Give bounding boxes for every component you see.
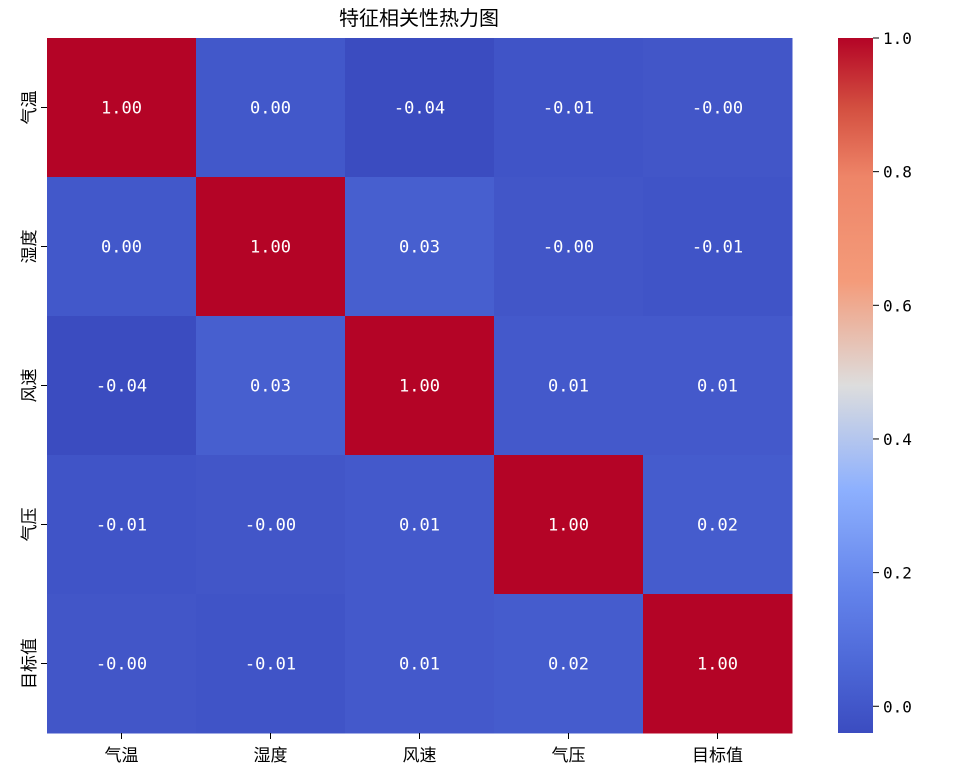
heatmap-cell [196,38,346,178]
x-axis-labels: 气温 湿度 风速 气压 目标值 [105,733,743,766]
heatmap-cell [47,38,197,178]
x-tick-label: 风速 [403,746,437,766]
heatmap-cell [494,594,644,734]
y-tick-label: 风速 [20,369,40,403]
heatmap-cell [47,316,197,456]
heatmap-cell [196,594,346,734]
heatmap-cell [345,38,495,178]
heatmap-cell [196,455,346,595]
cell-value-label: 1.00 [101,99,142,119]
heatmap-cells: 1.00 0.00 -0.04 -0.01 -0.00 0.00 1.00 0.03 -0.00… [47,38,793,734]
cell-value-label: 1.00 [548,516,589,536]
heatmap-cell [47,594,197,734]
heatmap-cell [494,455,644,595]
cell-value-label: 0.01 [548,377,589,397]
y-tick-label: 湿度 [20,230,40,264]
heatmap-cell [196,316,346,456]
x-tick-label: 目标值 [692,746,743,766]
heatmap-cell [47,177,197,317]
cell-value-label: 0.02 [548,655,589,675]
colorbar-tick-label: 0.2 [883,564,912,583]
heatmap-cell [345,594,495,734]
cell-value-label: -0.00 [245,516,296,536]
colorbar-tick-label: 0.6 [883,296,912,315]
chart-title: 特征相关性热力图 [339,6,499,30]
cell-value-label: -0.01 [245,655,296,675]
cell-value-label: 0.03 [399,238,440,258]
heatmap-cell [345,316,495,456]
heatmap-cell [494,316,644,456]
heatmap-cell [196,177,346,317]
cell-value-label: 0.00 [101,238,142,258]
cell-value-label: 1.00 [250,238,291,258]
x-tick-label: 气压 [552,746,586,766]
cell-value-label: 1.00 [697,655,738,675]
heatmap-cell [494,38,644,178]
colorbar-tick-label: 0.0 [883,697,912,716]
heatmap-cell [345,177,495,317]
colorbar-tick-label: 0.8 [883,163,912,182]
x-tick-label: 气温 [105,746,139,766]
cell-value-label: 0.03 [250,377,291,397]
cell-value-label: -0.04 [394,99,445,119]
heatmap-cell [345,455,495,595]
heatmap-cell [643,594,793,734]
cell-value-label: 0.01 [399,516,440,536]
cell-value-label: 0.01 [399,655,440,675]
cell-value-label: -0.00 [543,238,594,258]
y-tick-label: 目标值 [20,638,40,689]
cell-value-label: 1.00 [399,377,440,397]
cell-value-label: 0.00 [250,99,291,119]
y-tick-label: 气压 [20,508,40,542]
heatmap-cell [643,177,793,317]
heatmap-cell [643,455,793,595]
x-tick-label: 湿度 [254,746,288,766]
heatmap-cell [494,177,644,317]
heatmap-cell [643,38,793,178]
colorbar: 0.0 0.2 0.4 0.6 0.8 1.0 [838,29,912,733]
cell-value-label: -0.01 [543,99,594,119]
cell-value-label: -0.01 [96,516,147,536]
colorbar-gradient [838,38,873,733]
cell-value-label: -0.00 [692,99,743,119]
colorbar-tick-label: 1.0 [883,29,912,48]
colorbar-tick-label: 0.4 [883,430,912,449]
cell-value-label: -0.00 [96,655,147,675]
y-tick-label: 气温 [20,91,40,125]
heatmap-cell [643,316,793,456]
heatmap-cell [47,455,197,595]
cell-value-label: -0.01 [692,238,743,258]
cell-value-label: -0.04 [96,377,147,397]
cell-value-label: 0.01 [697,377,738,397]
cell-value-label: 0.02 [697,516,738,536]
